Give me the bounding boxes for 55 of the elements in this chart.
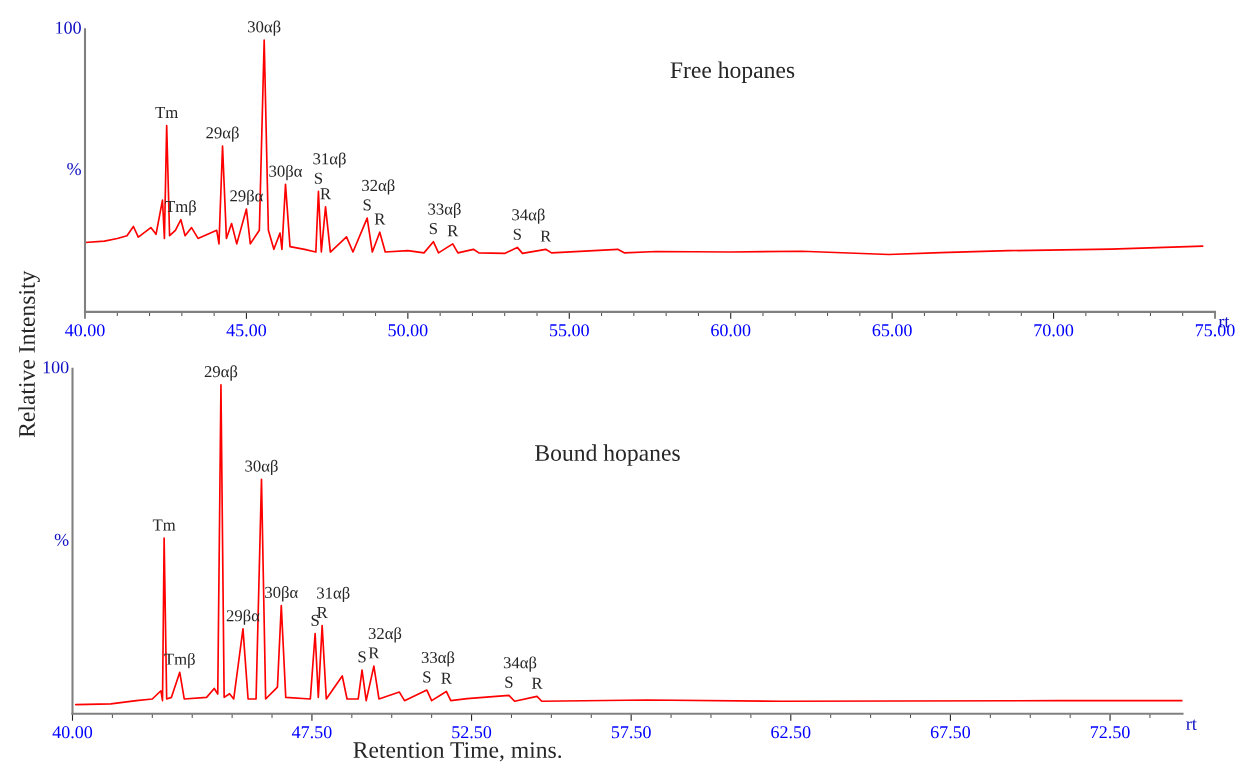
annotation: 34αβ	[503, 656, 537, 672]
annotation: 30βα	[269, 164, 303, 181]
annotation: R	[374, 213, 386, 225]
annotation: S	[429, 222, 437, 235]
text: rt	[1186, 719, 1197, 730]
annotation: S	[363, 199, 371, 211]
x-tick-label: 50.00	[388, 324, 428, 337]
annotation: S	[423, 671, 431, 683]
annotation: 30αβ	[245, 459, 278, 476]
x-tick-label: 40.00	[52, 726, 93, 739]
annotation: R	[317, 607, 328, 618]
x-tick-label: 45.00	[226, 324, 267, 337]
x-tick-label: 65.00	[872, 324, 912, 337]
annotation: R	[531, 677, 543, 689]
annotation: S	[505, 676, 513, 688]
y-axis-title: Relative Intensity	[18, 270, 40, 438]
annotation: R	[441, 672, 452, 684]
annotation: 32αβ	[362, 179, 395, 195]
annotation: 31αβ	[317, 586, 350, 603]
text: %	[54, 533, 69, 546]
annotation: 33αβ	[421, 651, 455, 667]
text: %	[67, 162, 81, 176]
x-tick-label: 40.00	[65, 324, 105, 337]
x-tick-label: 72.50	[1090, 726, 1130, 739]
annotation: S	[358, 651, 366, 663]
text: Free hopanes	[670, 61, 795, 83]
x-tick-label: 60.00	[711, 324, 751, 337]
x-tick-label: 55.00	[550, 324, 589, 337]
annotation: R	[540, 230, 552, 242]
annotation: 34αβ	[512, 208, 545, 224]
text: 100	[43, 361, 69, 374]
x-tick-label: 47.50	[291, 726, 332, 739]
x-axis-title: Retention Time, mins.	[353, 742, 562, 762]
text: 100	[56, 21, 81, 34]
annotation: S	[311, 614, 319, 626]
annotation: R	[368, 647, 380, 659]
annotation: 29αβ	[206, 126, 239, 142]
annotation: S	[314, 172, 323, 184]
annotation: 30αβ	[248, 20, 281, 36]
annotation: 32αβ	[368, 627, 402, 643]
x-tick-label: 52.50	[452, 726, 492, 739]
annotation: Tm	[152, 519, 176, 531]
annotation: Tm	[155, 106, 178, 118]
annotation: 30βα	[265, 586, 298, 602]
x-tick-label: 57.50	[611, 726, 651, 739]
x-tick-label: 67.50	[930, 726, 971, 739]
x-tick-label: 62.50	[771, 726, 811, 739]
annotation: R	[447, 225, 459, 237]
x-tick-label: 70.00	[1034, 324, 1074, 337]
annotation: S	[513, 228, 521, 240]
annotation: R	[320, 188, 332, 200]
annotation: 29αβ	[204, 365, 238, 381]
annotation: 33αβ	[428, 202, 461, 219]
annotation: 31αβ	[313, 152, 346, 168]
text: Bound hopanes	[535, 444, 680, 466]
